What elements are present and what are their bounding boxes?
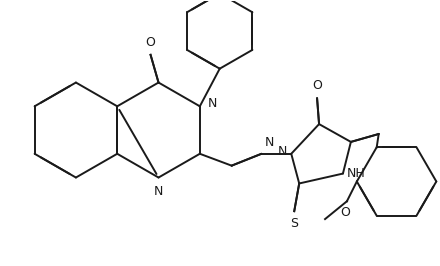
Text: N: N: [154, 185, 163, 198]
Text: N: N: [278, 145, 287, 158]
Text: NH: NH: [347, 167, 366, 180]
Text: N: N: [208, 97, 217, 110]
Text: O: O: [340, 206, 350, 219]
Text: N: N: [264, 136, 274, 149]
Text: O: O: [312, 80, 322, 92]
Text: O: O: [146, 36, 155, 49]
Text: S: S: [290, 217, 298, 230]
